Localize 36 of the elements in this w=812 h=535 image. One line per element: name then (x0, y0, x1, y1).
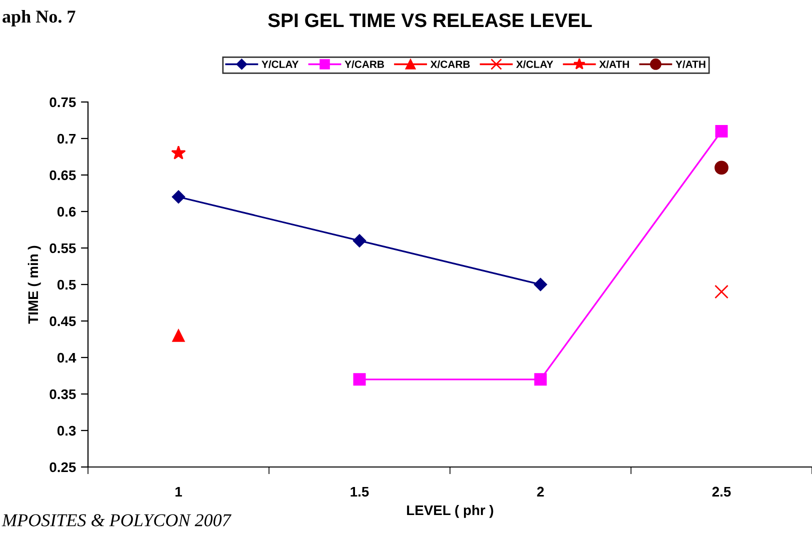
point (172, 329, 185, 342)
y-axis-title: TIME ( min ) (28, 246, 41, 324)
y-tick-label: 0.35 (50, 389, 76, 400)
text: MPOSITES & POLYCON 2007 (2, 514, 232, 526)
legend-label: Y/ATH (676, 60, 706, 68)
legend-label: Y/CARB (344, 60, 384, 68)
point (171, 145, 186, 160)
legend-label: X/CLAY (516, 60, 554, 68)
point (714, 160, 728, 175)
y-tick-label: 0.5 (57, 280, 76, 290)
y-tick-label: 0.6 (57, 206, 76, 217)
y-tick-label: 0.25 (50, 462, 76, 472)
y-tick-label: 0.55 (50, 243, 76, 254)
y-tick-label: 0.3 (57, 426, 76, 436)
legend-label: Y/CLAY (262, 60, 299, 68)
y-tick-label: 0.4 (57, 352, 76, 363)
x-tick-label: 1 (176, 486, 182, 497)
point (353, 373, 366, 386)
text: aph No. 7 (2, 10, 76, 26)
point (714, 284, 728, 299)
point (715, 124, 728, 138)
legend-label: X/ATH (599, 60, 629, 68)
y-tick-label: 0.7 (57, 134, 76, 144)
y-tick-label: 0.45 (50, 316, 76, 326)
x-tick-label: 1.5 (350, 486, 369, 497)
chart-title: SPI GEL TIME VS RELEASE LEVEL (268, 13, 592, 28)
x-axis-title: LEVEL ( phr ) (407, 504, 494, 518)
legend-label: X/CARB (430, 60, 470, 68)
point (352, 234, 366, 248)
point (534, 373, 547, 386)
x-tick-label: 2.5 (712, 486, 731, 497)
point (172, 190, 186, 204)
x-tick-label: 2 (537, 486, 544, 497)
point (534, 278, 548, 292)
y-tick-label: 0.75 (50, 97, 76, 108)
y-tick-label: 0.65 (50, 170, 76, 180)
